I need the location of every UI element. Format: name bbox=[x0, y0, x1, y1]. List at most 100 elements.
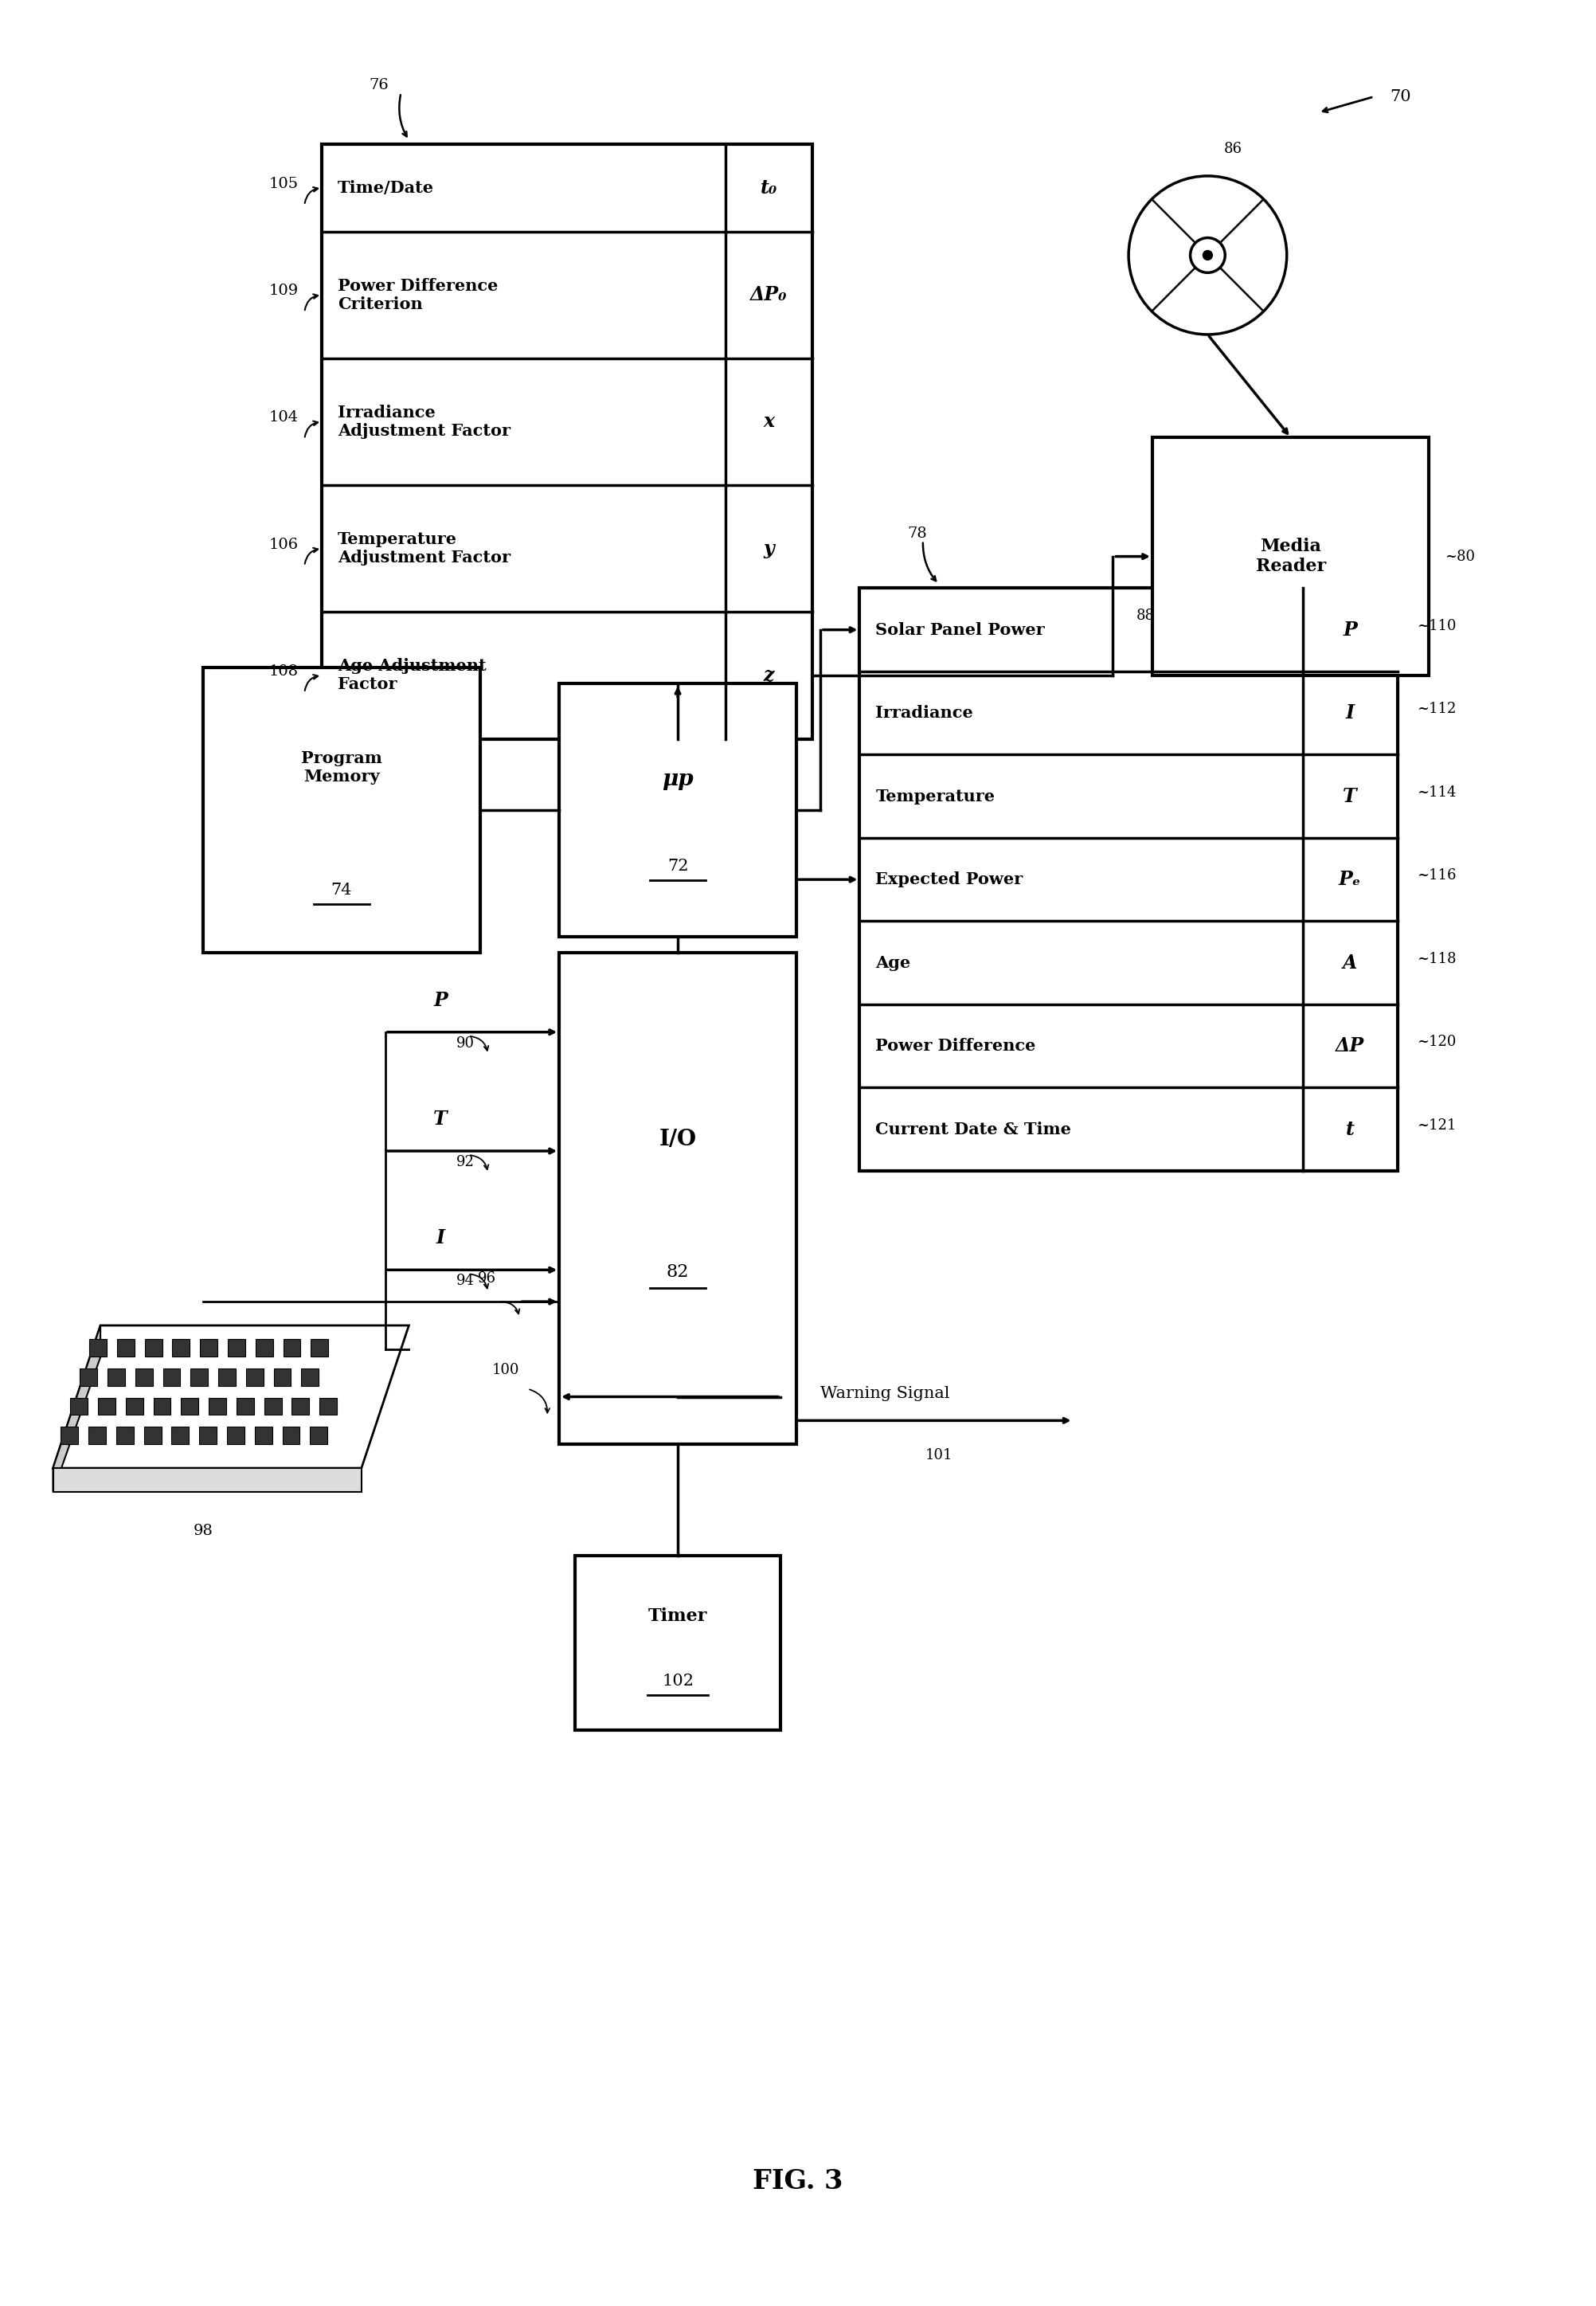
Bar bbox=[61, 1427, 78, 1444]
Text: 100: 100 bbox=[492, 1363, 520, 1377]
Text: ~80: ~80 bbox=[1444, 549, 1475, 563]
Text: Program
Memory: Program Memory bbox=[302, 749, 381, 784]
Bar bbox=[172, 1427, 188, 1444]
Text: 82: 82 bbox=[667, 1264, 689, 1282]
Bar bbox=[219, 1367, 236, 1386]
Text: t: t bbox=[1345, 1121, 1355, 1139]
Bar bbox=[89, 1340, 107, 1356]
Bar bbox=[97, 1397, 115, 1416]
Text: 98: 98 bbox=[193, 1524, 214, 1538]
Text: 102: 102 bbox=[662, 1674, 694, 1688]
Bar bbox=[311, 1340, 329, 1356]
Bar bbox=[80, 1367, 97, 1386]
Bar bbox=[144, 1427, 161, 1444]
Bar bbox=[172, 1340, 190, 1356]
Text: A: A bbox=[1342, 952, 1357, 973]
Bar bbox=[319, 1397, 337, 1416]
Text: x: x bbox=[763, 413, 774, 431]
Text: 74: 74 bbox=[330, 883, 353, 897]
Text: 101: 101 bbox=[926, 1448, 953, 1462]
Text: ~112: ~112 bbox=[1417, 701, 1457, 717]
Text: Warning Signal: Warning Signal bbox=[820, 1386, 950, 1400]
Bar bbox=[255, 1340, 273, 1356]
Bar bbox=[292, 1397, 310, 1416]
Bar bbox=[203, 666, 480, 952]
Text: T: T bbox=[1342, 786, 1357, 805]
Text: Timer: Timer bbox=[648, 1607, 707, 1626]
Text: Temperature
Adjustment Factor: Temperature Adjustment Factor bbox=[338, 530, 511, 565]
Bar bbox=[282, 1427, 300, 1444]
Bar bbox=[282, 1340, 300, 1356]
Text: Current Date & Time: Current Date & Time bbox=[876, 1121, 1071, 1137]
Text: 96: 96 bbox=[477, 1271, 496, 1287]
Text: Temperature: Temperature bbox=[876, 789, 994, 805]
Text: I: I bbox=[1345, 703, 1355, 722]
Bar bbox=[246, 1367, 263, 1386]
Polygon shape bbox=[53, 1469, 361, 1492]
Bar bbox=[145, 1340, 163, 1356]
Bar bbox=[228, 1340, 246, 1356]
Text: t₀: t₀ bbox=[760, 178, 777, 198]
Bar bbox=[209, 1397, 227, 1416]
Text: z: z bbox=[763, 666, 774, 685]
Text: Expected Power: Expected Power bbox=[876, 872, 1023, 888]
Text: 70: 70 bbox=[1390, 90, 1411, 104]
Circle shape bbox=[1203, 251, 1213, 261]
Bar bbox=[273, 1367, 290, 1386]
Bar bbox=[860, 588, 1398, 1171]
Text: 88: 88 bbox=[1136, 609, 1156, 623]
Bar bbox=[88, 1427, 105, 1444]
Text: Irradiance
Adjustment Factor: Irradiance Adjustment Factor bbox=[338, 404, 511, 438]
Bar bbox=[302, 1367, 319, 1386]
Text: Pₑ: Pₑ bbox=[1339, 869, 1361, 890]
Bar bbox=[70, 1397, 88, 1416]
Text: y: y bbox=[763, 540, 774, 558]
Text: 105: 105 bbox=[268, 178, 298, 191]
Text: ~110: ~110 bbox=[1417, 618, 1457, 634]
Text: 109: 109 bbox=[268, 284, 298, 297]
Polygon shape bbox=[53, 1326, 409, 1469]
Bar bbox=[265, 1397, 281, 1416]
Bar bbox=[1152, 438, 1428, 676]
Text: 78: 78 bbox=[907, 526, 927, 540]
Polygon shape bbox=[53, 1326, 101, 1492]
Text: Media
Reader: Media Reader bbox=[1256, 537, 1326, 576]
Text: 108: 108 bbox=[268, 664, 298, 678]
Text: μp: μp bbox=[662, 768, 694, 791]
Text: 90: 90 bbox=[456, 1035, 474, 1052]
Bar bbox=[190, 1367, 207, 1386]
Text: I: I bbox=[436, 1229, 445, 1248]
Text: ~121: ~121 bbox=[1417, 1118, 1457, 1132]
Bar bbox=[322, 145, 812, 738]
Bar bbox=[227, 1427, 244, 1444]
Text: I/O: I/O bbox=[659, 1130, 696, 1151]
Bar bbox=[200, 1340, 217, 1356]
Bar bbox=[559, 952, 796, 1444]
Text: FIG. 3: FIG. 3 bbox=[753, 2168, 843, 2195]
Text: ΔP: ΔP bbox=[1336, 1035, 1365, 1056]
Text: Irradiance: Irradiance bbox=[876, 706, 974, 722]
Bar bbox=[200, 1427, 217, 1444]
Bar bbox=[559, 683, 796, 936]
Bar bbox=[117, 1427, 134, 1444]
Text: ~120: ~120 bbox=[1417, 1035, 1457, 1049]
Text: ΔP₀: ΔP₀ bbox=[750, 286, 787, 304]
Text: Solar Panel Power: Solar Panel Power bbox=[876, 623, 1045, 639]
Text: Power Difference
Criterion: Power Difference Criterion bbox=[338, 277, 498, 311]
Text: 106: 106 bbox=[268, 537, 298, 551]
Bar bbox=[236, 1397, 254, 1416]
Text: P: P bbox=[1342, 620, 1357, 639]
Text: ~116: ~116 bbox=[1417, 869, 1457, 883]
Text: 76: 76 bbox=[369, 78, 389, 92]
Bar bbox=[180, 1397, 198, 1416]
Text: P: P bbox=[434, 992, 447, 1010]
Text: 104: 104 bbox=[268, 410, 298, 424]
Bar bbox=[163, 1367, 180, 1386]
Text: Age: Age bbox=[876, 955, 911, 971]
Bar bbox=[255, 1427, 271, 1444]
Text: Age Adjustment
Factor: Age Adjustment Factor bbox=[338, 657, 487, 692]
Bar bbox=[117, 1340, 134, 1356]
Text: Power Difference: Power Difference bbox=[876, 1038, 1036, 1054]
Text: ~118: ~118 bbox=[1417, 952, 1457, 966]
Text: ~114: ~114 bbox=[1417, 784, 1457, 800]
